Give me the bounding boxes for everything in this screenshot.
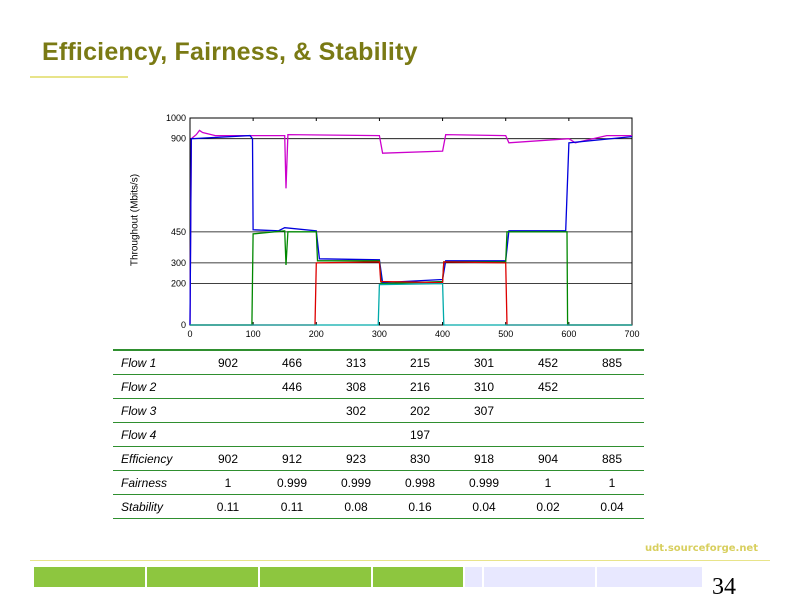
- table-cell: 0.02: [516, 494, 580, 519]
- table-cell: 918: [452, 446, 516, 471]
- series-line-4: [190, 261, 632, 326]
- table-cell: 310: [452, 374, 516, 399]
- x-tick-label: 700: [624, 329, 639, 339]
- table-cell: [516, 422, 580, 447]
- table-cell: [324, 422, 388, 447]
- table-cell: 0.999: [324, 470, 388, 495]
- table-cell: 885: [580, 349, 644, 375]
- y-axis-label: Throughout (Mbits/s): [129, 173, 141, 267]
- table-cell: [196, 422, 260, 447]
- x-tick-label: 100: [246, 329, 261, 339]
- table-cell: 452: [516, 349, 580, 375]
- row-label: Fairness: [113, 470, 196, 495]
- y-tick-label: 300: [171, 258, 186, 268]
- x-tick-label: 600: [561, 329, 576, 339]
- table-cell: 0.11: [196, 494, 260, 519]
- x-tick-label: 200: [309, 329, 324, 339]
- table-cell: 216: [388, 374, 452, 399]
- row-label: Flow 1: [113, 349, 196, 375]
- row-label: Flow 3: [113, 398, 196, 423]
- throughput-chart: 0 200 300 450 900 1000 0 100 200 300 400 500 600 700: [166, 113, 640, 339]
- y-tick-label: 1000: [166, 113, 186, 123]
- table-cell: 0.999: [260, 470, 324, 495]
- title-underline: [30, 76, 128, 78]
- table-cell: 1: [196, 470, 260, 495]
- table-cell: 0.04: [580, 494, 644, 519]
- footer-rule: [30, 560, 770, 561]
- row-label: Flow 2: [113, 374, 196, 399]
- table-cell: [580, 398, 644, 423]
- row-label: Stability: [113, 494, 196, 519]
- table-cell: 308: [324, 374, 388, 399]
- page-number: 34: [712, 574, 736, 600]
- footer-bar-segment: [260, 567, 371, 587]
- table-row: Flow 1 902 466 313 215 301 452 885: [113, 349, 644, 375]
- footer-bar-segment: [597, 567, 702, 587]
- table-cell: 307: [452, 398, 516, 423]
- table-cell: [196, 374, 260, 399]
- table-cell: 0.11: [260, 494, 324, 519]
- table-cell: 0.998: [388, 470, 452, 495]
- footer-bar-segment: [484, 567, 595, 587]
- table-cell: 902: [196, 446, 260, 471]
- x-tick-label: 500: [498, 329, 513, 339]
- table-row: Efficiency 902 912 923 830 918 904 885: [113, 446, 644, 471]
- table-cell: 302: [324, 398, 388, 423]
- table-cell: [196, 398, 260, 423]
- table-row: Stability 0.11 0.11 0.08 0.16 0.04 0.02 0.04: [113, 494, 644, 519]
- x-tick-label: 300: [372, 329, 387, 339]
- table-cell: [260, 398, 324, 423]
- footer-link[interactable]: udt.sourceforge.net: [644, 543, 758, 554]
- table-cell: 0.999: [452, 470, 516, 495]
- footer-bar-segment: [465, 567, 482, 587]
- stats-table: Flow 1 902 466 313 215 301 452 885 Flow 2 446 308 2…: [113, 349, 644, 519]
- table-row: Flow 3 302 202 307: [113, 398, 644, 423]
- series-line-2: [189, 134, 633, 326]
- row-label: Efficiency: [113, 446, 196, 471]
- table-cell: 466: [260, 349, 324, 375]
- table-cell: [516, 398, 580, 423]
- series-line-5: [190, 282, 632, 326]
- table-cell: 197: [388, 422, 452, 447]
- table-cell: [580, 374, 644, 399]
- table-cell: 912: [260, 446, 324, 471]
- table-cell: 301: [452, 349, 516, 375]
- table-cell: 1: [580, 470, 644, 495]
- table-cell: 446: [260, 374, 324, 399]
- table-cell: 1: [516, 470, 580, 495]
- y-tick-label: 450: [171, 227, 186, 237]
- table-cell: 904: [516, 446, 580, 471]
- table-cell: 902: [196, 349, 260, 375]
- y-tick-label: 900: [171, 134, 186, 144]
- table-cell: [260, 422, 324, 447]
- table-row: Flow 4 197: [113, 422, 644, 447]
- row-label: Flow 4: [113, 422, 196, 447]
- y-tick-label: 0: [181, 320, 186, 330]
- x-tick-label: 400: [435, 329, 450, 339]
- table-cell: 215: [388, 349, 452, 375]
- table-cell: 0.08: [324, 494, 388, 519]
- footer-bar-segment: [373, 567, 463, 587]
- series-line-1: [189, 129, 632, 326]
- series-line-3: [190, 230, 632, 326]
- table-cell: 885: [580, 446, 644, 471]
- table-row: Fairness 1 0.999 0.999 0.998 0.999 1 1: [113, 470, 644, 495]
- table-cell: 452: [516, 374, 580, 399]
- table-cell: 923: [324, 446, 388, 471]
- table-cell: [580, 422, 644, 447]
- y-tick-label: 200: [171, 279, 186, 289]
- table-row: Flow 2 446 308 216 310 452: [113, 374, 644, 399]
- table-cell: 0.04: [452, 494, 516, 519]
- table-cell: 313: [324, 349, 388, 375]
- footer-bar-segment: [34, 567, 145, 587]
- table-cell: 0.16: [388, 494, 452, 519]
- table-cell: [452, 422, 516, 447]
- table-cell: 830: [388, 446, 452, 471]
- footer-bar-segment: [147, 567, 258, 587]
- slide-title: Efficiency, Fairness, & Stability: [42, 38, 418, 66]
- table-cell: 202: [388, 398, 452, 423]
- x-tick-label: 0: [187, 329, 192, 339]
